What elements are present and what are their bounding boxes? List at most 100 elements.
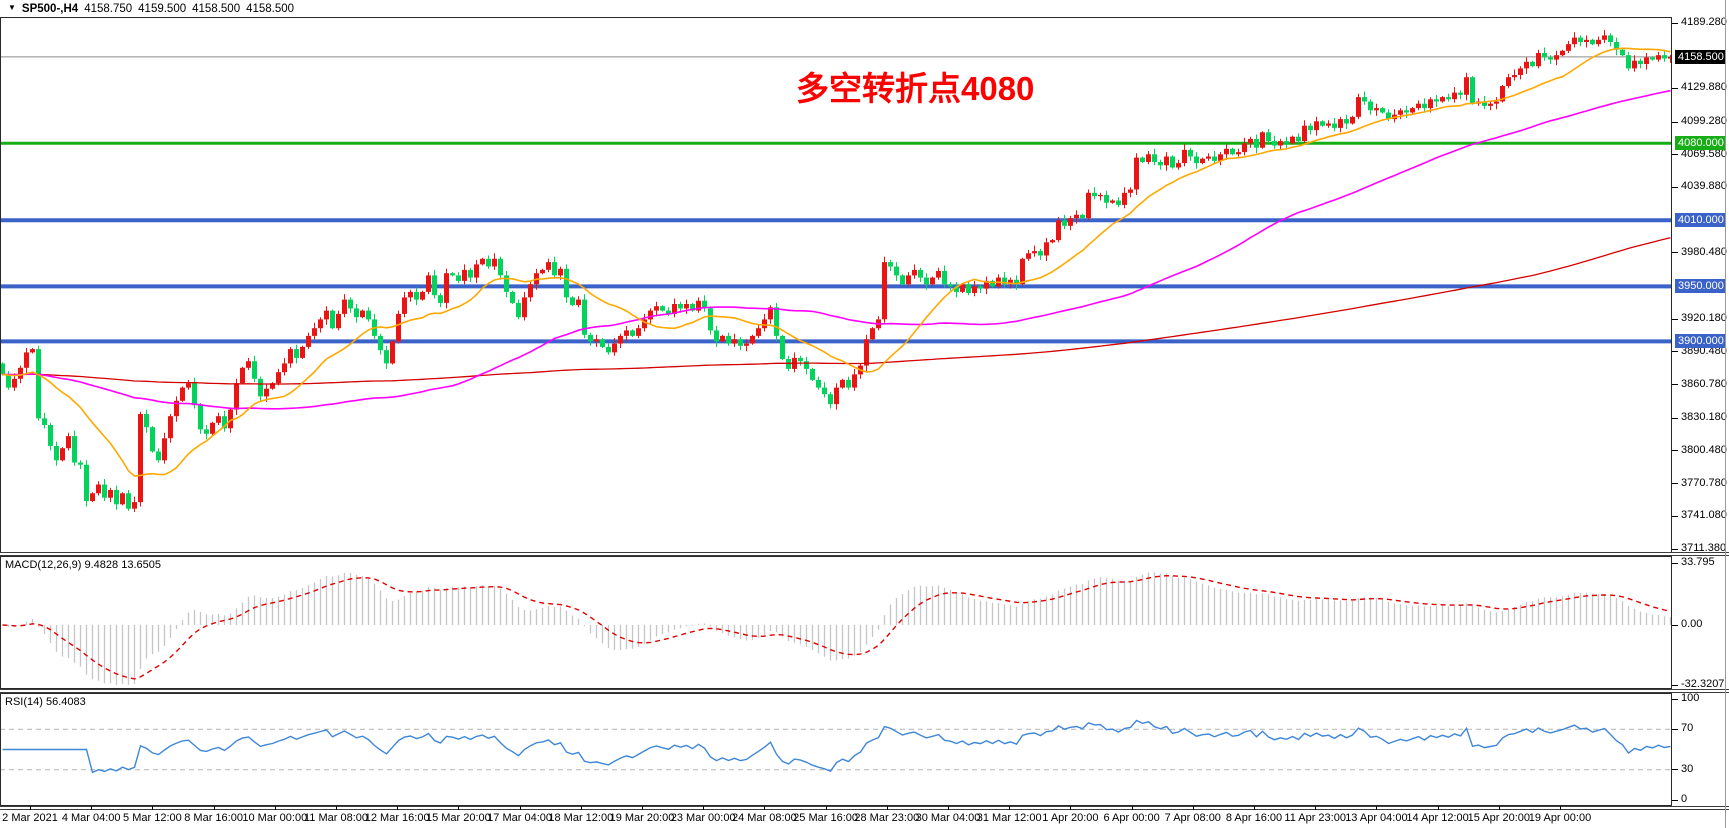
- time-tick-mark: [1498, 806, 1500, 810]
- time-tick-label: 18 Mar 12:00: [548, 812, 614, 824]
- axis-tick-mark: [1672, 351, 1678, 353]
- axis-tick-mark: [1672, 384, 1678, 386]
- time-tick-mark: [91, 806, 93, 810]
- price-level-badge: 4080.000: [1675, 136, 1725, 151]
- time-tick-label: 13 Apr 04:00: [1345, 812, 1408, 824]
- time-tick-mark: [152, 806, 154, 810]
- time-tick-mark: [1070, 806, 1072, 810]
- time-tick-label: 15 Apr 20:00: [1467, 812, 1530, 824]
- macd-signal-value: 13.6505: [121, 559, 161, 571]
- time-tick-mark: [1315, 806, 1317, 810]
- price-tick-label: 3800.480: [1681, 443, 1727, 456]
- ohlc-open: 4158.750: [84, 2, 133, 15]
- symbol-dropdown-icon[interactable]: ▼: [8, 3, 16, 12]
- price-tick-label: 3770.780: [1681, 476, 1727, 489]
- macd-label: MACD(12,26,9) 9.4828 13.6505: [5, 559, 161, 571]
- axis-tick-mark: [1672, 22, 1678, 24]
- time-tick-label: 6 Apr 00:00: [1103, 812, 1160, 824]
- price-tick-label: -32.3207: [1681, 678, 1725, 690]
- time-tick-mark: [948, 806, 949, 810]
- axis-tick-mark: [1672, 87, 1678, 89]
- axis-tick-mark: [1672, 318, 1678, 320]
- time-tick-label: 31 Mar 12:00: [976, 812, 1042, 824]
- time-tick-mark: [764, 806, 766, 810]
- time-tick-mark: [1131, 806, 1133, 810]
- price-tick-label: 70: [1681, 722, 1694, 735]
- price-tick-label: 3741.080: [1681, 509, 1727, 522]
- axis-tick-mark: [1672, 684, 1678, 686]
- panel-separator: [0, 552, 1729, 556]
- axis-tick-mark: [1672, 624, 1678, 626]
- price-chart-panel[interactable]: [0, 17, 1672, 553]
- mid-ma-line: [2, 89, 1671, 410]
- price-tick-label: 4099.280: [1681, 115, 1727, 128]
- time-tick-mark: [1254, 806, 1255, 810]
- time-tick-mark: [825, 806, 827, 810]
- price-level-badge: 3900.000: [1675, 334, 1725, 349]
- time-tick-label: 1 Apr 20:00: [1042, 812, 1099, 824]
- macd-panel[interactable]: [0, 556, 1672, 689]
- axis-tick-mark: [1672, 154, 1678, 156]
- panel-separator: [0, 806, 1729, 810]
- time-tick-label: 8 Apr 16:00: [1225, 812, 1283, 824]
- time-tick-label: 28 Mar 23:00: [854, 812, 920, 824]
- time-tick-label: 11 Mar 08:00: [303, 812, 368, 824]
- price-axis: 4189.280 4129.880 4099.280 4069.580 4039.880…: [1672, 0, 1729, 828]
- time-tick-label: 25 Mar 16:00: [793, 812, 858, 824]
- panel-separator: [0, 689, 1729, 693]
- rsi-line: [2, 719, 1671, 774]
- time-tick-mark: [30, 806, 31, 810]
- price-tick-label: 3711.380: [1681, 542, 1727, 554]
- axis-tick-mark: [1672, 121, 1678, 123]
- price-tick-label: 3920.180: [1681, 312, 1727, 325]
- price-tick-label: 3980.480: [1681, 245, 1727, 258]
- axis-tick-mark: [1672, 799, 1678, 801]
- macd-histogram: [7, 572, 1672, 685]
- time-tick-mark: [1437, 806, 1439, 810]
- time-tick-label: 12 Mar 16:00: [364, 812, 430, 824]
- time-tick-label: 14 Apr 12:00: [1406, 812, 1469, 824]
- axis-tick-mark: [1672, 728, 1678, 730]
- price-level-badge: 3950.000: [1675, 279, 1725, 294]
- price-tick-label: 4189.280: [1681, 16, 1727, 28]
- price-tick-label: 0.00: [1681, 618, 1703, 630]
- axis-tick-mark: [1672, 698, 1678, 700]
- time-axis: 2 Mar 2021 4 Mar 04:00 5 Mar 12:00 8 Mar 16…: [0, 810, 1729, 828]
- chart-header: ▼ SP500-,H4 4158.750 4159.500 4158.500 4…: [0, 0, 1672, 17]
- price-tick-label: 30: [1681, 762, 1694, 775]
- time-tick-mark: [1009, 806, 1011, 810]
- rsi-panel[interactable]: [0, 693, 1672, 806]
- rsi-label: RSI(14) 56.4083: [5, 696, 86, 708]
- time-tick-mark: [580, 806, 582, 810]
- axis-tick-mark: [1672, 252, 1678, 254]
- slow-ma-line: [2, 237, 1671, 385]
- axis-tick-mark: [1672, 562, 1678, 564]
- time-tick-mark: [519, 806, 521, 810]
- time-tick-label: 15 Mar 20:00: [425, 812, 491, 824]
- ohlc-close: 4158.500: [246, 2, 295, 15]
- symbol-title: SP500-,H4: [21, 2, 79, 15]
- window-right-border: [1725, 0, 1726, 828]
- fast-ma-line: [2, 47, 1671, 477]
- time-tick-mark: [1376, 806, 1378, 810]
- price-tick-label: 4069.580: [1681, 147, 1727, 160]
- rsi-value: 56.4083: [45, 696, 86, 708]
- axis-tick-mark: [1672, 483, 1678, 485]
- time-tick-label: 19 Mar 20:00: [609, 812, 675, 824]
- rsi-plot-border: [0, 693, 1672, 806]
- axis-tick-mark: [1672, 450, 1678, 452]
- time-tick-label: 2 Mar 2021: [2, 812, 58, 824]
- time-tick-label: 30 Mar 04:00: [915, 812, 981, 824]
- price-tick-label: 4039.880: [1681, 180, 1727, 193]
- time-tick-label: 19 Apr 00:00: [1528, 812, 1592, 824]
- time-tick-mark: [886, 806, 888, 810]
- axis-tick-mark: [1672, 417, 1678, 419]
- time-tick-mark: [1192, 806, 1194, 810]
- axis-tick-mark: [1672, 186, 1678, 188]
- macd-plot-border: [0, 556, 1672, 689]
- axis-tick-mark: [1672, 548, 1678, 550]
- time-tick-mark: [703, 806, 705, 810]
- ohlc-low: 4158.500: [192, 2, 241, 15]
- annotation-text[interactable]: 多空转折点4080: [796, 70, 1035, 107]
- time-tick-label: 8 Mar 16:00: [184, 812, 243, 824]
